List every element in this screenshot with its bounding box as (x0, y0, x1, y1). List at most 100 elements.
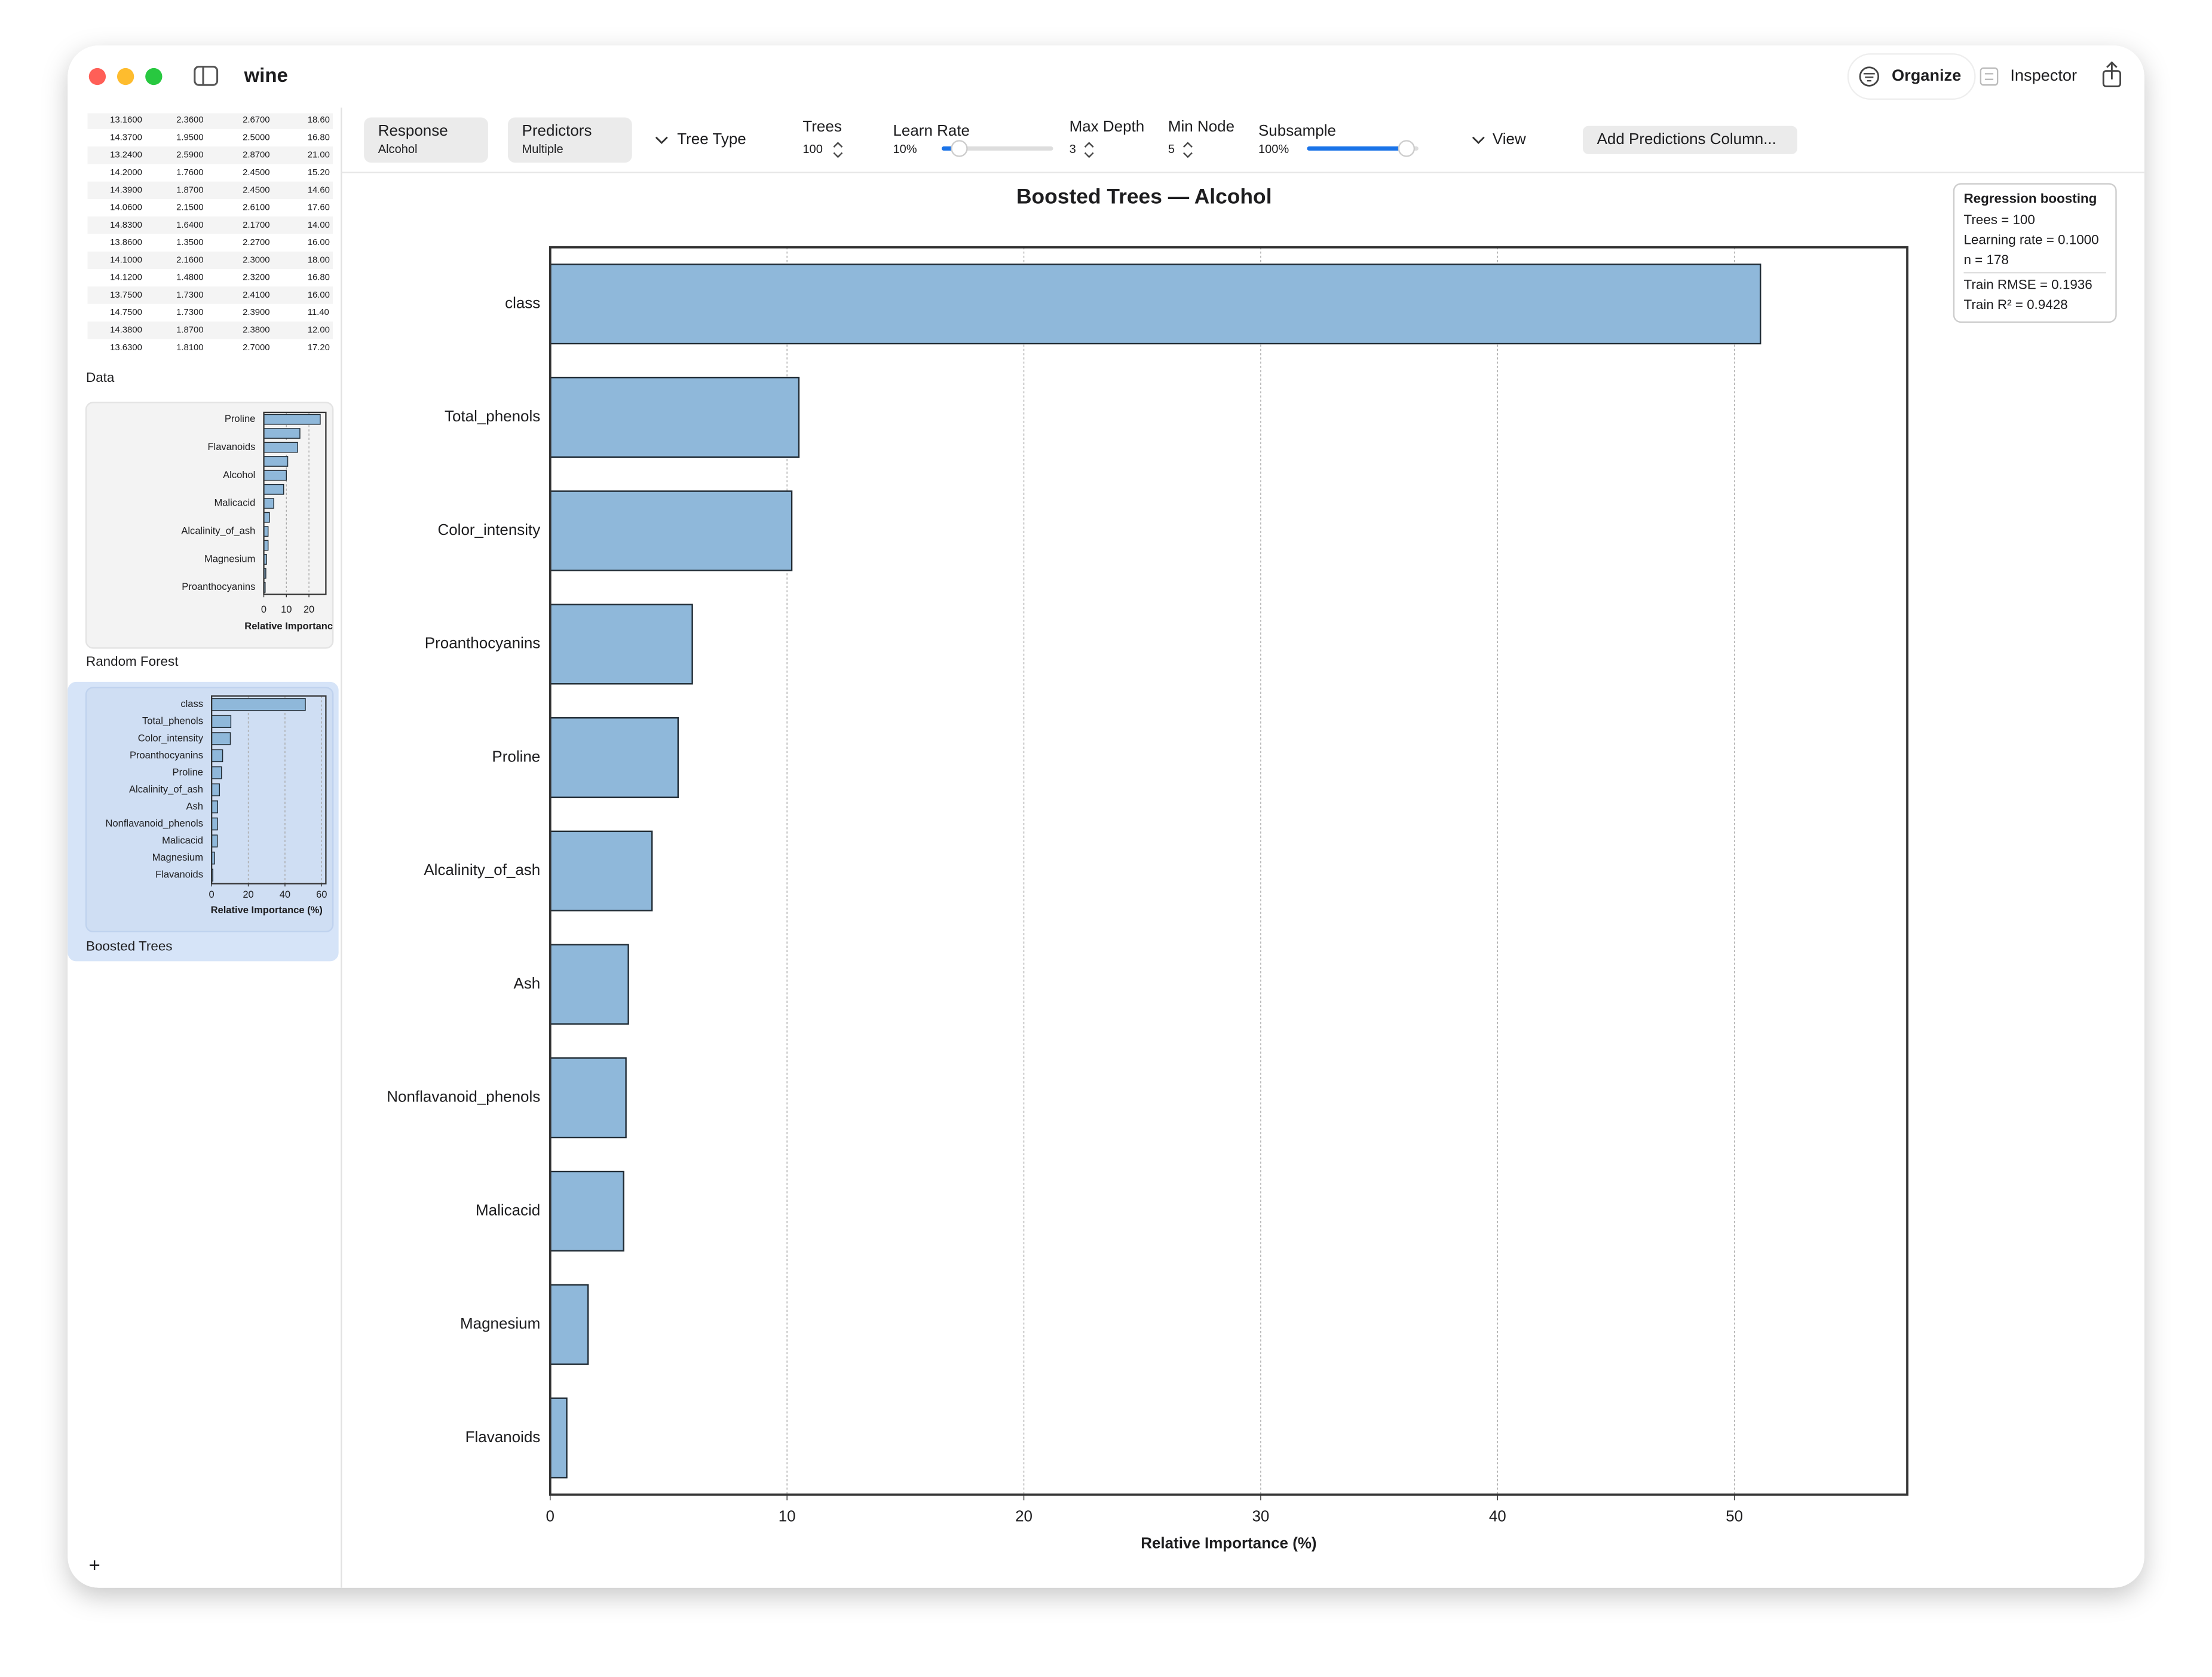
table-cell: 1.7600 (176, 168, 203, 178)
bar (549, 377, 800, 458)
table-cell: 14.3900 (110, 185, 142, 195)
max-depth-stepper[interactable] (1084, 142, 1094, 148)
y-tick-label: Total_phenols (445, 407, 540, 425)
inspector-icon (1980, 67, 1999, 86)
add-predictions-label[interactable]: Add Predictions Column... (1597, 130, 1776, 148)
info-line: Learning rate = 0.1000 (1963, 232, 2098, 247)
table-cell: 21.00 (308, 151, 330, 160)
table-cell: 1.6400 (176, 221, 203, 230)
x-tick-label: 0 (261, 604, 266, 615)
info-line: Trees = 100 (1963, 212, 2035, 227)
table-cell: 2.5900 (176, 151, 203, 160)
info-fit: Train RMSE = 0.1936 (1963, 277, 2092, 292)
table-cell: 14.0600 (110, 203, 142, 213)
table-cell: 2.3000 (243, 255, 269, 265)
y-tick-label: Alcalinity_of_ash (129, 784, 203, 795)
bar (211, 698, 306, 711)
table-cell: 2.3600 (176, 115, 203, 125)
zoom-button[interactable] (145, 68, 163, 85)
learn-rate-value: 10% (893, 143, 917, 156)
response-button[interactable] (364, 117, 488, 163)
y-tick-label: Nonflavanoid_phenols (106, 818, 203, 829)
table-cell: 2.1700 (243, 221, 269, 230)
rf-label: Random Forest (86, 654, 179, 669)
predictors-label: Predictors (522, 121, 592, 139)
y-tick-label: Proline (492, 747, 540, 765)
table-cell: 1.8700 (176, 326, 203, 335)
bar (549, 830, 653, 911)
table-cell: 2.6100 (243, 203, 269, 213)
x-axis-label: Relative Importance (%) (1141, 1534, 1316, 1551)
table-row-stripe (87, 113, 333, 129)
bar (263, 442, 298, 453)
view-chevron[interactable] (1472, 136, 1485, 145)
table-cell: 1.7300 (176, 308, 203, 317)
trees-value: 100 (802, 143, 822, 156)
bar (549, 1170, 624, 1252)
min-node-value: 5 (1168, 143, 1175, 156)
table-cell: 2.4500 (243, 168, 269, 178)
y-tick-label: Magnesium (152, 852, 203, 863)
min-node-label: Min Node (1168, 117, 1234, 135)
sidebar-toggle[interactable] (194, 66, 219, 86)
bar (211, 715, 232, 729)
table-cell: 14.7500 (110, 308, 142, 317)
predictors-value: Multiple (522, 143, 563, 156)
min-node-stepper[interactable] (1183, 152, 1193, 158)
bar (549, 1397, 568, 1479)
bar (211, 766, 222, 779)
learn-rate-knob[interactable] (951, 140, 968, 157)
tree-type-menu[interactable]: Tree Type (677, 130, 746, 148)
trees-stepper[interactable] (833, 142, 843, 148)
bt-label: Boosted Trees (86, 939, 172, 954)
table-cell: 2.2700 (243, 238, 269, 247)
table-cell: 2.1500 (176, 203, 203, 213)
add-item-button[interactable]: + (89, 1554, 100, 1577)
y-tick-label: Color_intensity (437, 521, 540, 538)
bt-thumbnail[interactable] (85, 687, 334, 933)
table-cell: 16.80 (308, 133, 330, 142)
trees-label: Trees (802, 117, 841, 135)
table-cell: 15.20 (308, 168, 330, 178)
min-node-stepper[interactable] (1183, 142, 1193, 148)
response-label: Response (378, 121, 448, 139)
table-cell: 2.8700 (243, 151, 269, 160)
table-cell: 18.00 (308, 255, 330, 265)
share-button[interactable] (2102, 61, 2121, 88)
bar (263, 483, 284, 495)
table-cell: 14.60 (308, 185, 330, 195)
table-cell: 2.4500 (243, 185, 269, 195)
inspector-label: Inspector (2010, 66, 2077, 84)
tree-type-chevron[interactable] (655, 136, 668, 145)
minimize-button[interactable] (117, 68, 134, 85)
table-row-stripe (87, 181, 333, 200)
predictors-button[interactable] (507, 117, 632, 163)
close-button[interactable] (88, 68, 106, 85)
y-tick-label: Flavanoids (155, 869, 203, 880)
y-tick-label: Total_phenols (142, 715, 203, 727)
chart: Boosted Trees — Alcohol 0 10 20 30 40 50 class T… (387, 184, 1908, 1551)
chart: 0 10 20 Proline Flavanoids Alcohol Malicacid Al… (181, 411, 333, 632)
table-cell: 12.00 (308, 326, 330, 335)
bar (549, 604, 693, 685)
max-depth-stepper[interactable] (1084, 152, 1094, 158)
x-tick-label: 50 (1726, 1507, 1743, 1525)
trees-stepper[interactable] (833, 152, 843, 158)
table-cell: 13.8600 (110, 238, 142, 247)
y-tick-label: Proanthocyanins (425, 634, 540, 652)
subsample-knob[interactable] (1398, 140, 1416, 157)
plot-frame (211, 695, 327, 885)
max-depth-label: Max Depth (1070, 117, 1145, 135)
table-cell: 13.1600 (110, 115, 142, 125)
data-thumbnail: 13.1600 2.3600 2.6700 18.60 14.3700 1.9500 2.5… (87, 113, 333, 353)
max-depth-value: 3 (1070, 143, 1076, 156)
organize-button[interactable] (1847, 53, 1976, 100)
y-tick-label: Proanthocyanins (130, 749, 203, 761)
y-tick-label: Proline (173, 766, 203, 778)
y-tick-label: Proanthocyanins (182, 581, 255, 592)
view-menu[interactable]: View (1493, 130, 1526, 148)
add-predictions-button[interactable] (1583, 126, 1797, 154)
bar (263, 498, 274, 509)
